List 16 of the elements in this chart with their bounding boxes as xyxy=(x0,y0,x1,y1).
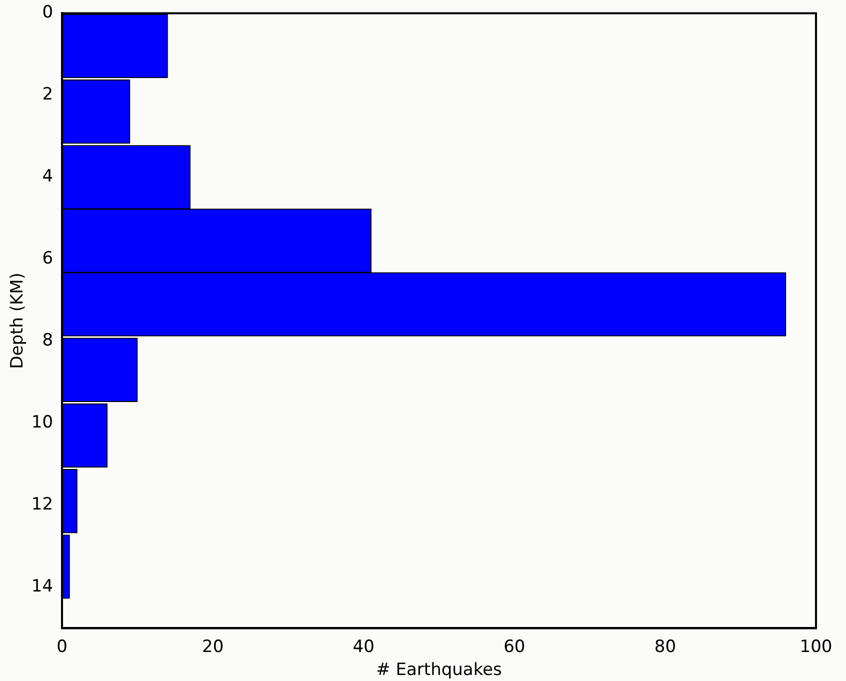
y-tick-label: 2 xyxy=(42,84,54,105)
y-tick-label: 8 xyxy=(42,330,54,351)
y-tick-label: 6 xyxy=(42,248,54,269)
x-tick-label: 20 xyxy=(202,636,224,657)
y-tick-label: 4 xyxy=(42,166,54,187)
x-tick-label: 40 xyxy=(352,636,374,657)
y-tick-label: 12 xyxy=(31,494,54,515)
x-tick-label: 100 xyxy=(800,636,832,657)
x-axis-title: # Earthquakes xyxy=(376,660,502,680)
y-tick-label: 10 xyxy=(31,412,54,433)
x-tick-label: 0 xyxy=(56,636,68,657)
x-tick-label: 80 xyxy=(654,636,676,657)
y-axis-title: Depth (KM) xyxy=(8,272,28,369)
y-tick-label: 14 xyxy=(31,576,54,597)
x-tick-label: 60 xyxy=(504,636,526,657)
y-tick-label: 0 xyxy=(42,2,54,23)
